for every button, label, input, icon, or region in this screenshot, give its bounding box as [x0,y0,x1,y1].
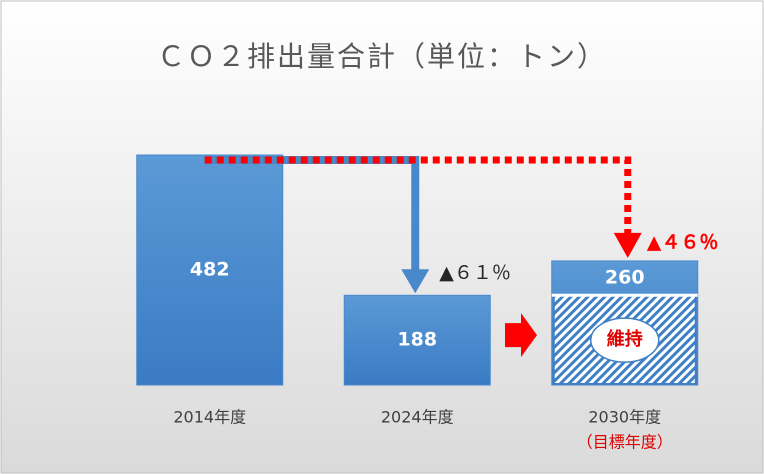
maintained-oval [590,317,660,363]
value-label: 188 [397,329,437,351]
bar [343,294,491,386]
block-arrow [505,313,537,358]
x-tick-label: 2024年度 [381,408,454,427]
red-arrow [204,156,632,235]
category-note: （目標年度） [577,433,673,452]
chart-title: ＣＯ２排出量合計（単位：トン） [157,40,607,73]
maintained-label: 維持 [607,328,643,350]
value-label: 482 [190,259,230,281]
x-tick-label: 2014年度 [173,408,246,427]
x-tick-label: 2030年度 [588,408,661,427]
reduction-2030: ▲４６％ [647,231,719,253]
red-arrowhead [613,232,642,258]
blue-arrowhead [401,269,430,294]
value-label: 260 [605,267,645,289]
reduction-2024: ▲６１％ [439,262,511,284]
bar [136,154,284,386]
